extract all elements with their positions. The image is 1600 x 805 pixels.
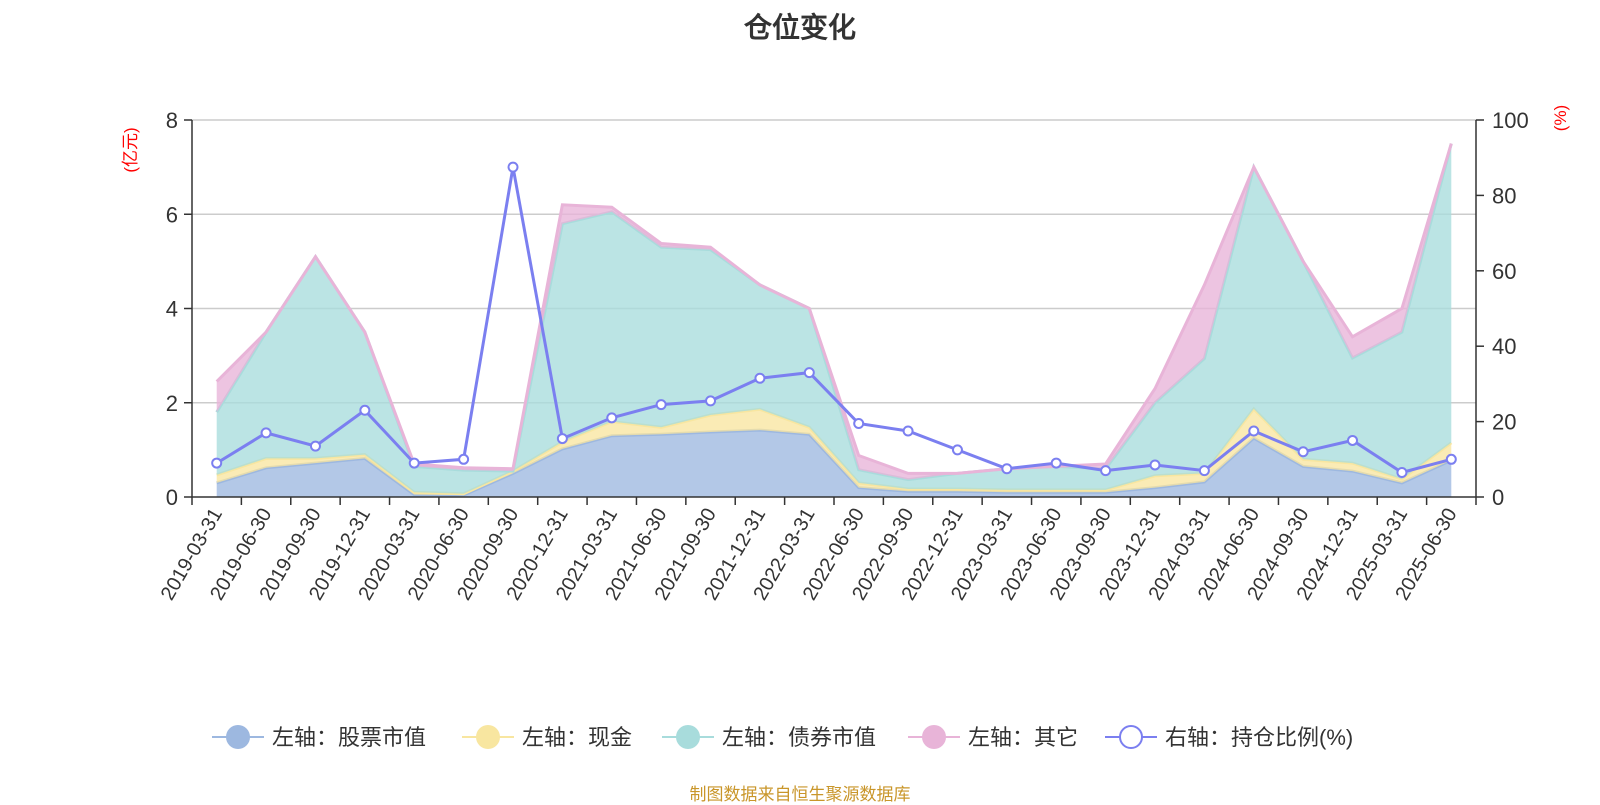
ratio-point <box>211 457 223 469</box>
right-tick-label: 40 <box>1492 334 1516 359</box>
right-tick-label: 20 <box>1492 410 1516 435</box>
right-tick-label: 0 <box>1492 485 1504 510</box>
left-axis-unit: (亿元) <box>121 127 140 172</box>
area-series-0 <box>216 430 1452 497</box>
left-tick-label: 8 <box>166 108 178 133</box>
area-edge-3 <box>215 143 1453 475</box>
legend-label: 左轴：其它 <box>968 725 1078 750</box>
legend-circle-icon <box>676 725 700 749</box>
ratio-line-group <box>211 161 1457 478</box>
legend-item-0: 左轴：股票市值 <box>212 725 426 750</box>
right-tick-label: 60 <box>1492 259 1516 284</box>
legend-item-3: 左轴：其它 <box>908 725 1078 750</box>
ratio-point <box>803 367 815 379</box>
left-tick-label: 4 <box>166 297 178 322</box>
ratio-point <box>1149 459 1161 471</box>
ratio-line <box>215 166 1452 475</box>
ratio-point <box>705 395 717 407</box>
legend: 左轴：股票市值 左轴：现金 左轴：债券市值 左轴：其它 右轴：持仓比例(%) <box>212 725 1353 750</box>
ratio-point <box>1100 465 1112 477</box>
legend-item-4: 右轴：持仓比例(%) <box>1105 725 1353 750</box>
legend-label: 左轴：债券市值 <box>722 725 876 750</box>
ratio-point <box>754 372 766 384</box>
ratio-point <box>260 427 272 439</box>
area-series-3 <box>216 143 1452 480</box>
legend-circle-icon <box>476 725 500 749</box>
ratio-point <box>1347 434 1359 446</box>
ratio-point <box>408 457 420 469</box>
ratio-point <box>1445 453 1457 465</box>
ratio-point <box>606 412 618 424</box>
legend-circle-icon <box>922 725 946 749</box>
ratio-point <box>853 417 865 429</box>
ratio-point <box>556 433 568 445</box>
area-series-group <box>215 143 1453 497</box>
left-tick-label: 2 <box>166 391 178 416</box>
legend-item-2: 左轴：债券市值 <box>662 725 876 750</box>
ratio-point <box>359 404 371 416</box>
right-axis-unit: (%) <box>1551 105 1570 131</box>
chart-title: 仓位变化 <box>743 12 856 43</box>
left-tick-label: 0 <box>166 485 178 510</box>
legend-label: 左轴：股票市值 <box>272 725 426 750</box>
legend-circle-icon <box>1119 725 1143 749</box>
ratio-point <box>1001 463 1013 475</box>
ratio-point <box>902 425 914 437</box>
legend-label: 右轴：持仓比例(%) <box>1165 725 1353 750</box>
ratio-point <box>1050 457 1062 469</box>
ratio-point <box>1396 466 1408 478</box>
ratio-point <box>507 161 519 173</box>
ratio-point <box>951 444 963 456</box>
right-tick-label: 100 <box>1492 108 1529 133</box>
right-tick-label: 80 <box>1492 183 1516 208</box>
ratio-point <box>1297 446 1309 458</box>
ratio-point <box>309 440 321 452</box>
ratio-point <box>1248 425 1260 437</box>
legend-circle-icon <box>226 725 250 749</box>
legend-label: 左轴：现金 <box>522 725 632 750</box>
legend-item-1: 左轴：现金 <box>462 725 632 750</box>
area-series-2 <box>216 143 1452 494</box>
ratio-point <box>1198 465 1210 477</box>
ratio-point <box>458 453 470 465</box>
left-tick-label: 6 <box>166 202 178 227</box>
source-note: 制图数据来自恒生聚源数据库 <box>689 785 911 804</box>
ratio-point <box>655 399 667 411</box>
